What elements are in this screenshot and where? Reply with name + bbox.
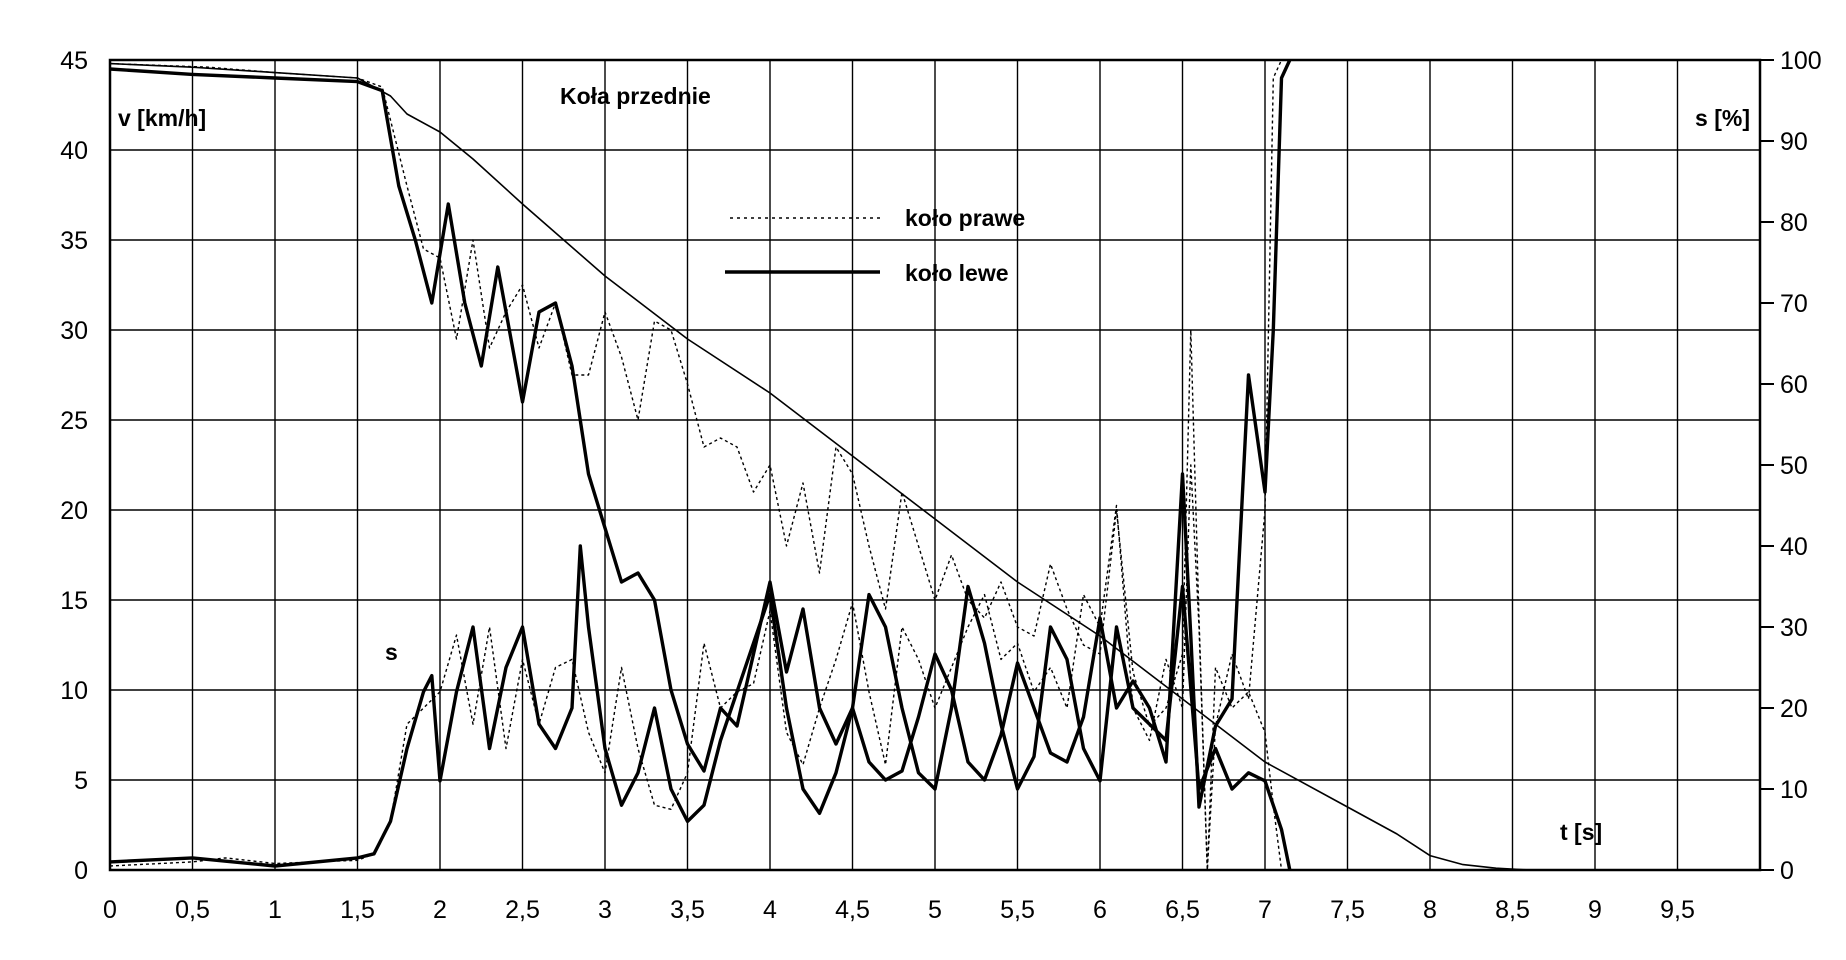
series-line-2 xyxy=(109,62,1530,871)
y-right-tick-label: 70 xyxy=(1780,290,1808,318)
y-left-tick-label: 5 xyxy=(74,767,88,795)
x-tick-label: 3,5 xyxy=(670,896,705,924)
y-right-tick-label: 0 xyxy=(1780,857,1794,885)
y-right-tick-label: 50 xyxy=(1780,452,1808,480)
y-right-tick-label: 100 xyxy=(1780,47,1822,75)
x-tick-label: 9,5 xyxy=(1660,896,1695,924)
x-tick-label: 5 xyxy=(928,896,942,924)
y-right-tick-label: 40 xyxy=(1780,533,1808,561)
legend-label-kolo-lewe: koło lewe xyxy=(905,260,1009,286)
y-right-tick-label: 10 xyxy=(1780,776,1808,804)
y-right-tick-label: 20 xyxy=(1780,695,1808,723)
x-tick-label: 9 xyxy=(1588,896,1602,924)
series-line-3 xyxy=(109,464,1283,871)
legend: koło prawe koło lewe xyxy=(725,205,1025,286)
x-tick-labels: 0 0,5 1 1,5 2 2,5 3 3,5 4 4,5 5 5,5 6 6,5 7 7,5 8 8,5 9 9,5 xyxy=(103,896,1695,924)
x-tick-label: 4 xyxy=(763,896,777,924)
y-left-tick-label: 45 xyxy=(60,47,88,75)
y-right-tick-label: 90 xyxy=(1780,128,1808,156)
y-right-tick-labels: 0 10 20 30 40 50 60 70 80 90 100 xyxy=(1760,47,1822,885)
y-right-tick-label: 30 xyxy=(1780,614,1808,642)
x-tick-label: 6 xyxy=(1093,896,1107,924)
x-tick-label: 6,5 xyxy=(1165,896,1200,924)
legend-label-kolo-prawe: koło prawe xyxy=(905,205,1025,231)
y-left-tick-label: 0 xyxy=(74,857,88,885)
x-tick-label: 3 xyxy=(598,896,612,924)
y-left-tick-label: 10 xyxy=(60,677,88,705)
x-axis-label: t [s] xyxy=(1560,819,1602,845)
y-left-tick-label: 25 xyxy=(60,407,88,435)
x-tick-label: 0,5 xyxy=(175,896,210,924)
y-left-tick-label: 30 xyxy=(60,317,88,345)
y-right-tick-label: 60 xyxy=(1780,371,1808,399)
x-tick-label: 1,5 xyxy=(340,896,375,924)
y-right-tick-label: 80 xyxy=(1780,209,1808,237)
x-tick-label: 2 xyxy=(433,896,447,924)
y-axis-left-label: v [km/h] xyxy=(118,105,206,131)
series-line-0 xyxy=(109,59,1283,871)
series-marker-s: s xyxy=(385,639,398,665)
series-line-1 xyxy=(109,59,1292,809)
y-left-tick-label: 15 xyxy=(60,587,88,615)
x-tick-label: 7,5 xyxy=(1330,896,1365,924)
y-left-tick-labels: 0 5 10 15 20 25 30 35 40 45 xyxy=(60,47,88,885)
y-left-tick-label: 20 xyxy=(60,497,88,525)
series-layer xyxy=(109,59,1530,871)
y-left-tick-label: 35 xyxy=(60,227,88,255)
grid xyxy=(110,60,1760,870)
x-tick-label: 8,5 xyxy=(1495,896,1530,924)
x-tick-label: 8 xyxy=(1423,896,1437,924)
x-tick-label: 5,5 xyxy=(1000,896,1035,924)
x-tick-label: 1 xyxy=(268,896,282,924)
y-left-tick-label: 40 xyxy=(60,137,88,165)
x-tick-label: 7 xyxy=(1258,896,1272,924)
y-axis-right-label: s [%] xyxy=(1695,105,1750,131)
chart-title: Koła przednie xyxy=(560,83,711,109)
x-tick-label: 4,5 xyxy=(835,896,870,924)
x-tick-label: 0 xyxy=(103,896,117,924)
x-tick-label: 2,5 xyxy=(505,896,540,924)
series-line-4 xyxy=(109,544,1292,871)
